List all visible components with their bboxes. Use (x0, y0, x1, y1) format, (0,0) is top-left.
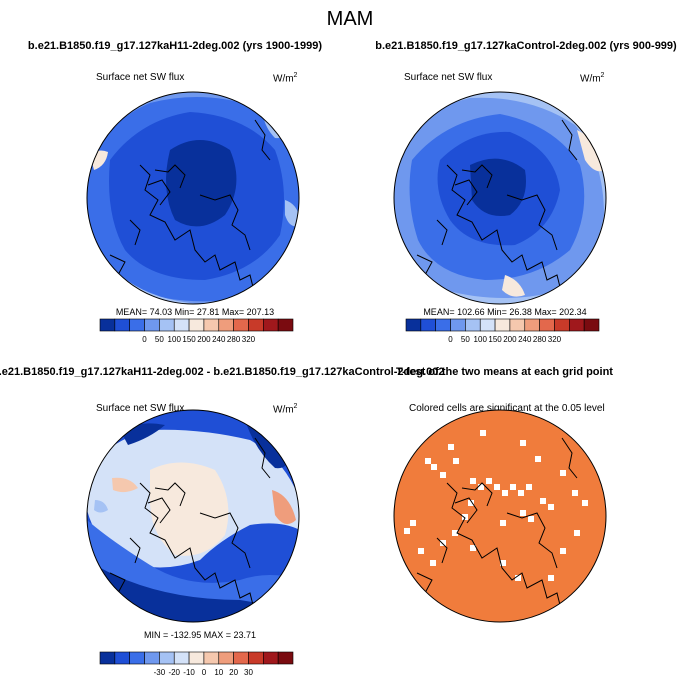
colorbar-3: -30 -20 -10 0 10 20 30 (99, 651, 294, 677)
colorbar-1-swatch (173, 318, 190, 332)
colorbar-2-tick-label: 50 (461, 335, 470, 344)
colorbar-3-tick-label: 20 (229, 668, 238, 677)
colorbar-1-swatch (248, 318, 264, 332)
panel-3-case-title: b.e21.B1850.f19_g17.127kaH11-2deg.002 - … (0, 366, 445, 378)
colorbar-3-tick-label: -30 (154, 668, 166, 677)
map-4-coastlines (416, 437, 578, 614)
panel-2-stats: MEAN= 102.66 Min= 26.38 Max= 202.34 (423, 307, 587, 317)
colorbar-2-tick-label: 100 (474, 335, 488, 344)
colorbar-2-swatch (569, 318, 585, 332)
colorbar-2-swatch (494, 318, 511, 332)
panel-1-case-title: b.e21.B1850.f19_g17.127kaH11-2deg.002 (y… (27, 40, 323, 52)
colorbar-3-swatch (248, 651, 264, 665)
colorbar-3-tick-label: -20 (168, 668, 180, 677)
colorbar-3-swatch (203, 651, 220, 665)
colorbar-2-tick-label: 150 (488, 335, 502, 344)
colorbar-1-swatch (188, 318, 205, 332)
map-3-coastlines (109, 437, 271, 614)
map-2-coastlines (416, 119, 578, 296)
colorbar-3-swatch (129, 651, 145, 665)
colorbar-1-tick-label: 320 (242, 335, 256, 344)
colorbar-2-swatch (420, 318, 436, 332)
map-4-field (394, 410, 606, 622)
panel-2-case-title: b.e21.B1850.f19_g17.127kaControl-2deg.00… (375, 40, 677, 52)
colorbar-1-tick-label: 240 (212, 335, 226, 344)
colorbar-2-swatch (465, 318, 481, 332)
panel-3-stats: MIN = -132.95 MAX = 23.71 (143, 630, 257, 640)
panel-4-significance-label: Colored cells are significant at the 0.0… (409, 403, 605, 414)
colorbar-2-swatch (479, 318, 496, 332)
colorbar-1-swatch (114, 318, 130, 332)
colorbar-3-swatch (114, 651, 130, 665)
colorbar-3-swatch (99, 651, 116, 665)
colorbar-2-tick-label: 240 (518, 335, 532, 344)
colorbar-1-swatch (263, 318, 279, 332)
colorbar-1-swatch (203, 318, 220, 332)
colorbar-2-swatch (435, 318, 451, 332)
colorbar-3-swatch (218, 651, 234, 665)
colorbar-1-tick-label: 200 (197, 335, 211, 344)
colorbar-2-swatch (554, 318, 570, 332)
colorbar-3-tick-label: 30 (244, 668, 253, 677)
colorbar-2-tick-label: 320 (548, 335, 562, 344)
panel-1-variable-label: Surface net SW flux (96, 72, 185, 83)
colorbar-1-tick-label: 50 (155, 335, 164, 344)
colorbar-2-swatch (509, 318, 526, 332)
panel-3-units: W/m2 (273, 403, 298, 416)
colorbar-3-swatch (263, 651, 279, 665)
panel-1-units: W/m2 (273, 72, 298, 85)
colorbar-3-tick-label: -10 (183, 668, 195, 677)
colorbar-2-swatch (450, 318, 466, 332)
colorbar-1-swatch (277, 318, 294, 332)
colorbar-1-tick-label: 0 (142, 335, 147, 344)
colorbar-1-swatch (144, 318, 160, 332)
map-2-field (394, 92, 606, 304)
colorbar-2-tick-label: 200 (503, 335, 517, 344)
figure-title: MAM (326, 8, 374, 30)
colorbar-1-swatch (218, 318, 234, 332)
colorbar-3-swatch (159, 651, 175, 665)
colorbar-2-swatch (583, 318, 600, 332)
colorbar-2-swatch (405, 318, 422, 332)
panel-1-stats: MEAN= 74.03 Min= 27.81 Max= 207.13 (115, 307, 275, 317)
colorbar-1-swatch (129, 318, 145, 332)
panel-2-units: W/m2 (580, 72, 605, 85)
colorbar-2-tick-label: 0 (448, 335, 453, 344)
colorbar-3-swatch (277, 651, 294, 665)
colorbar-1-swatch (233, 318, 249, 332)
colorbar-3-swatch (144, 651, 160, 665)
colorbar-1-tick-label: 100 (168, 335, 182, 344)
colorbar-2-tick-label: 280 (533, 335, 547, 344)
colorbar-2-swatch (524, 318, 540, 332)
colorbar-1: 0 50 100 150 200 240 280 320 (99, 318, 294, 344)
colorbar-2: 0 50 100 150 200 240 280 320 (405, 318, 600, 344)
panel-3-variable-label: Surface net SW flux (96, 403, 185, 414)
colorbar-3-tick-label: 0 (202, 668, 207, 677)
colorbar-3-swatch (188, 651, 205, 665)
map-4-nonsignificant-cells (404, 430, 588, 581)
map-1-field (87, 92, 299, 304)
colorbar-1-tick-label: 280 (227, 335, 241, 344)
map-3-field (87, 410, 299, 622)
panel-2-variable-label: Surface net SW flux (404, 72, 493, 83)
colorbar-2-swatch (539, 318, 555, 332)
panel-4-case-title: T-test of the two means at each grid poi… (396, 366, 613, 378)
colorbar-3-swatch (233, 651, 249, 665)
colorbar-1-tick-label: 150 (182, 335, 196, 344)
colorbar-3-tick-label: 10 (214, 668, 223, 677)
map-1-coastlines (109, 119, 271, 296)
colorbar-3-swatch (173, 651, 190, 665)
colorbar-1-swatch (159, 318, 175, 332)
colorbar-1-swatch (99, 318, 116, 332)
